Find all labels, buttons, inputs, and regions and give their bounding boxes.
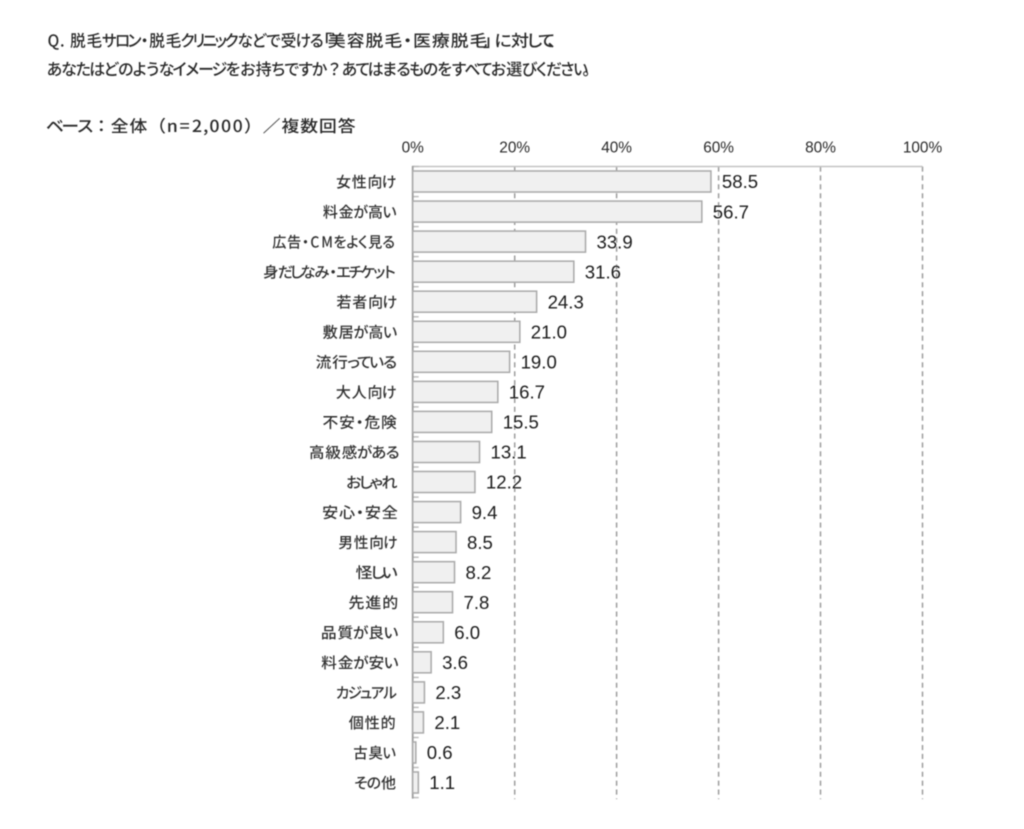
- svg-text:24.3: 24.3: [548, 291, 584, 312]
- svg-text:33.9: 33.9: [597, 231, 633, 252]
- svg-text:13.1: 13.1: [491, 442, 527, 463]
- svg-text:12.2: 12.2: [486, 472, 522, 493]
- svg-text:60%: 60%: [703, 139, 734, 156]
- svg-text:100%: 100%: [903, 139, 943, 156]
- svg-text:3.6: 3.6: [442, 652, 468, 673]
- svg-text:0%: 0%: [402, 139, 425, 156]
- svg-text:0.6: 0.6: [427, 742, 453, 763]
- svg-text:31.6: 31.6: [585, 261, 621, 282]
- svg-text:6.0: 6.0: [454, 622, 480, 643]
- svg-text:7.8: 7.8: [464, 592, 490, 613]
- svg-text:8.5: 8.5: [467, 532, 493, 553]
- svg-text:8.2: 8.2: [466, 562, 492, 583]
- svg-text:19.0: 19.0: [521, 352, 557, 373]
- svg-text:15.5: 15.5: [503, 412, 539, 433]
- svg-text:80%: 80%: [805, 139, 836, 156]
- svg-text:9.4: 9.4: [472, 502, 498, 523]
- svg-text:56.7: 56.7: [713, 201, 749, 222]
- svg-text:1.1: 1.1: [429, 772, 455, 793]
- svg-text:2.3: 2.3: [435, 682, 461, 703]
- svg-text:16.7: 16.7: [509, 382, 545, 403]
- svg-text:2.1: 2.1: [434, 712, 460, 733]
- svg-text:58.5: 58.5: [722, 171, 758, 192]
- svg-text:21.0: 21.0: [531, 322, 567, 343]
- svg-text:20%: 20%: [499, 139, 530, 156]
- svg-text:40%: 40%: [601, 139, 632, 156]
